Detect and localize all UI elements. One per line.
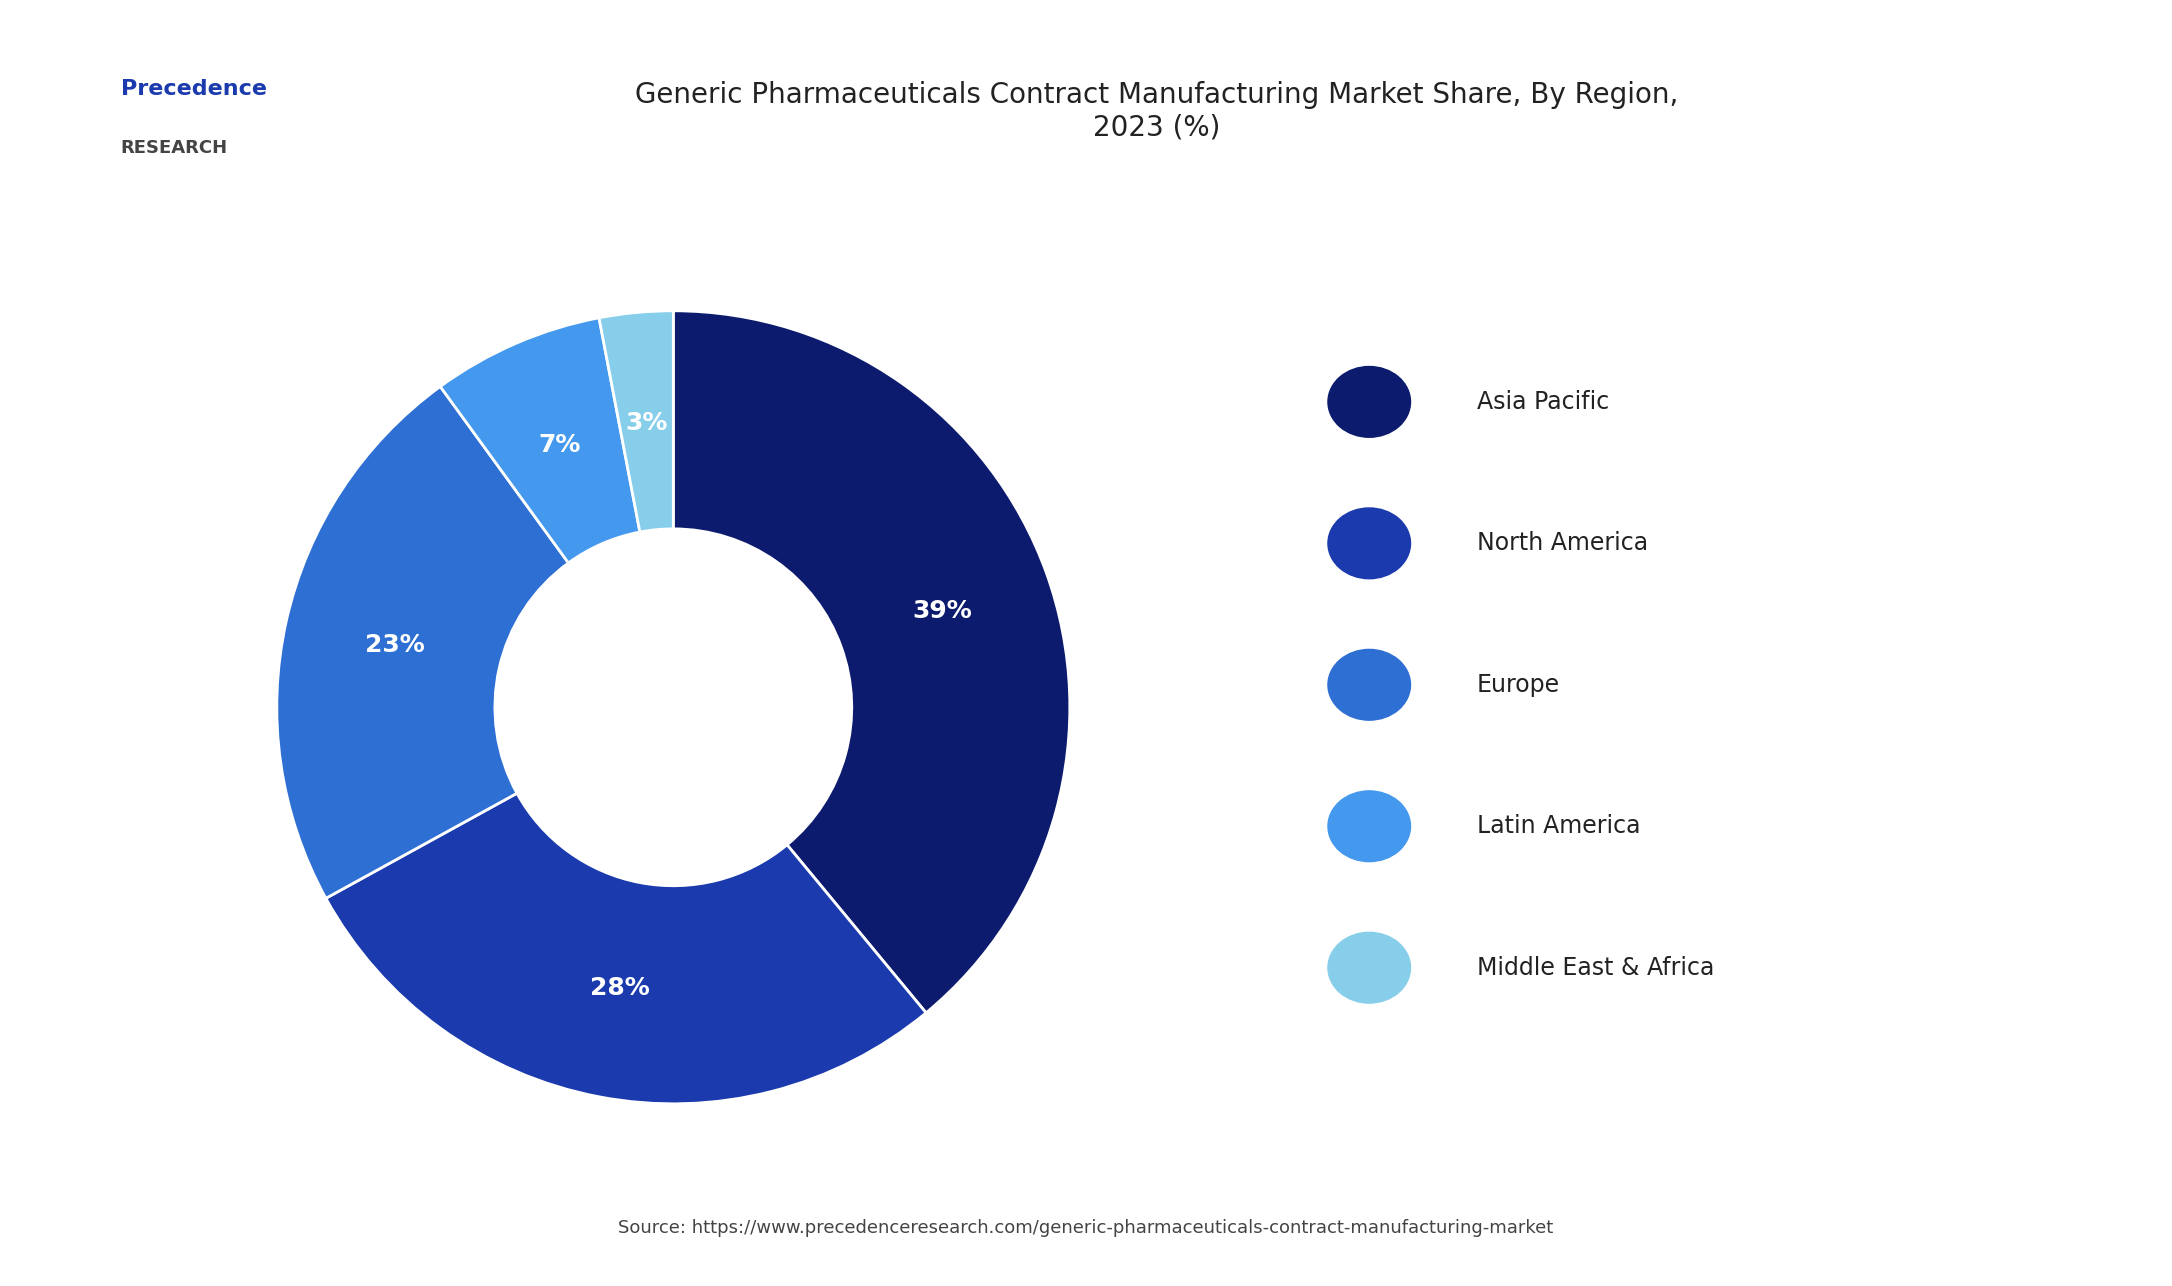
Text: Europe: Europe — [1477, 673, 1559, 697]
Wedge shape — [599, 311, 673, 532]
Circle shape — [1327, 508, 1410, 579]
Circle shape — [1327, 932, 1410, 1003]
Text: 23%: 23% — [365, 633, 424, 657]
Circle shape — [1327, 367, 1410, 437]
Text: North America: North America — [1477, 531, 1649, 556]
Text: 3%: 3% — [626, 412, 667, 435]
Text: Source: https://www.precedenceresearch.com/generic-pharmaceuticals-contract-manu: Source: https://www.precedenceresearch.c… — [619, 1219, 1553, 1237]
Wedge shape — [673, 311, 1071, 1013]
Text: RESEARCH: RESEARCH — [122, 139, 228, 157]
Text: Asia Pacific: Asia Pacific — [1477, 390, 1609, 414]
Circle shape — [1327, 791, 1410, 862]
Text: 28%: 28% — [591, 976, 649, 999]
Wedge shape — [276, 387, 569, 899]
Text: Precedence: Precedence — [122, 78, 267, 99]
Text: 7%: 7% — [539, 433, 582, 458]
Text: Latin America: Latin America — [1477, 814, 1640, 838]
Text: Generic Pharmaceuticals Contract Manufacturing Market Share, By Region,
2023 (%): Generic Pharmaceuticals Contract Manufac… — [634, 81, 1679, 141]
Wedge shape — [441, 318, 641, 563]
Text: Middle East & Africa: Middle East & Africa — [1477, 955, 1714, 980]
Circle shape — [1327, 649, 1410, 720]
Text: 39%: 39% — [912, 598, 971, 622]
Wedge shape — [326, 793, 925, 1103]
